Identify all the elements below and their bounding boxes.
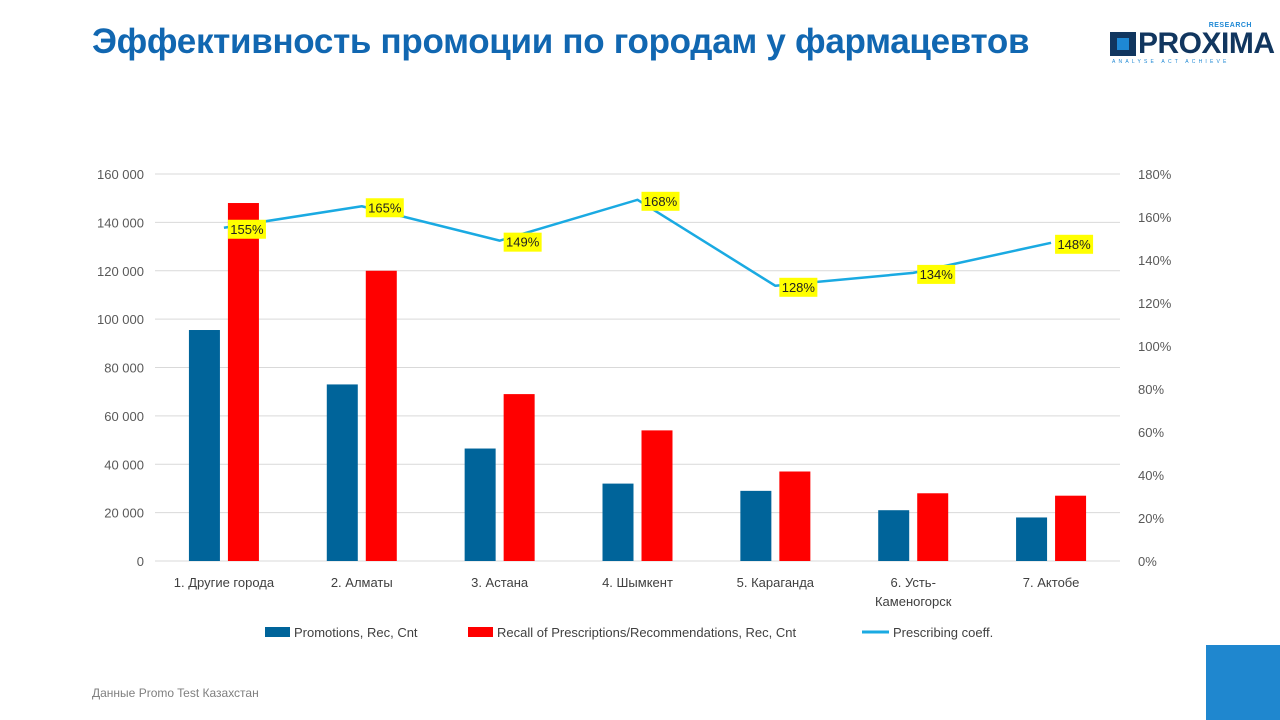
data-label: 149% xyxy=(506,235,540,250)
legend-label-coeff: Prescribing coeff. xyxy=(893,625,993,640)
y-tick-label: 20 000 xyxy=(104,506,144,521)
data-label-bg xyxy=(641,191,680,211)
data-label: 128% xyxy=(782,280,816,295)
y-tick-label: 80 000 xyxy=(104,361,144,376)
bar-recall xyxy=(641,430,673,561)
y-tick-label: 0 xyxy=(137,554,144,569)
y-tick-label: 140 000 xyxy=(97,215,144,230)
bar-promotions xyxy=(1016,517,1048,561)
bar-promotions xyxy=(326,384,358,561)
x-tick-label: 3. Астана xyxy=(471,575,529,590)
x-tick-label: 1. Другие города xyxy=(174,575,275,590)
data-label-bg xyxy=(227,219,266,239)
logo-name: PROXIMA xyxy=(1138,27,1275,60)
y2-tick-label: 100% xyxy=(1138,339,1172,354)
proxima-logo: PROXIMA RESEARCH ANALYSE ACT ACHIEVE xyxy=(1108,22,1275,68)
bar-promotions xyxy=(740,490,772,561)
x-tick-label: Каменогорск xyxy=(875,594,952,609)
y2-tick-label: 180% xyxy=(1138,167,1172,182)
y2-tick-label: 160% xyxy=(1138,210,1172,225)
logo-mark-icon xyxy=(1110,32,1136,56)
y2-tick-label: 0% xyxy=(1138,554,1157,569)
page-title: Эффективность промоции по городам у фарм… xyxy=(92,22,1030,61)
y2-tick-label: 60% xyxy=(1138,425,1164,440)
logo-tagline: ANALYSE ACT ACHIEVE xyxy=(1112,59,1230,65)
bar-recall xyxy=(503,394,535,561)
data-label-bg xyxy=(503,232,542,252)
bar-recall xyxy=(1055,495,1087,561)
y-tick-label: 100 000 xyxy=(97,312,144,327)
y-tick-label: 60 000 xyxy=(104,409,144,424)
y-tick-label: 120 000 xyxy=(97,264,144,279)
y2-tick-label: 140% xyxy=(1138,253,1172,268)
data-label: 165% xyxy=(368,200,402,215)
y-tick-label: 160 000 xyxy=(97,167,144,182)
x-tick-label: 4. Шымкент xyxy=(602,575,673,590)
data-label-bg xyxy=(917,264,956,284)
x-tick-label: 5. Караганда xyxy=(737,575,815,590)
y2-tick-label: 80% xyxy=(1138,382,1164,397)
bar-recall xyxy=(779,471,811,561)
data-label: 148% xyxy=(1057,237,1091,252)
bar-recall xyxy=(227,203,259,561)
data-label: 134% xyxy=(920,267,954,282)
corner-decoration xyxy=(1206,645,1280,720)
x-tick-label: 7. Актобе xyxy=(1023,575,1080,590)
y2-tick-label: 120% xyxy=(1138,296,1172,311)
logo-subtitle: RESEARCH xyxy=(1208,22,1252,29)
data-label-bg xyxy=(779,277,818,297)
bar-promotions xyxy=(188,330,220,561)
bar-recall xyxy=(365,270,397,561)
y2-tick-label: 40% xyxy=(1138,468,1164,483)
legend-label-promotions: Promotions, Rec, Cnt xyxy=(294,625,418,640)
data-label: 155% xyxy=(230,222,264,237)
bar-promotions xyxy=(602,483,634,561)
data-label-bg xyxy=(1055,234,1094,254)
bar-promotions xyxy=(878,510,910,561)
y2-tick-label: 20% xyxy=(1138,511,1164,526)
legend-swatch-promotions xyxy=(265,627,290,637)
data-label-bg xyxy=(365,198,404,218)
bar-recall xyxy=(917,493,949,561)
data-label: 168% xyxy=(644,194,678,209)
legend-label-recall: Recall of Prescriptions/Recommendations,… xyxy=(497,625,797,640)
line-prescribing-coeff xyxy=(223,198,1052,288)
x-tick-label: 2. Алматы xyxy=(331,575,393,590)
y-tick-label: 40 000 xyxy=(104,457,144,472)
bar-promotions xyxy=(464,448,496,561)
legend-swatch-recall xyxy=(468,627,493,637)
x-tick-label: 6. Усть- xyxy=(891,575,936,590)
source-note: Данные Promo Test Казахстан xyxy=(92,686,259,700)
